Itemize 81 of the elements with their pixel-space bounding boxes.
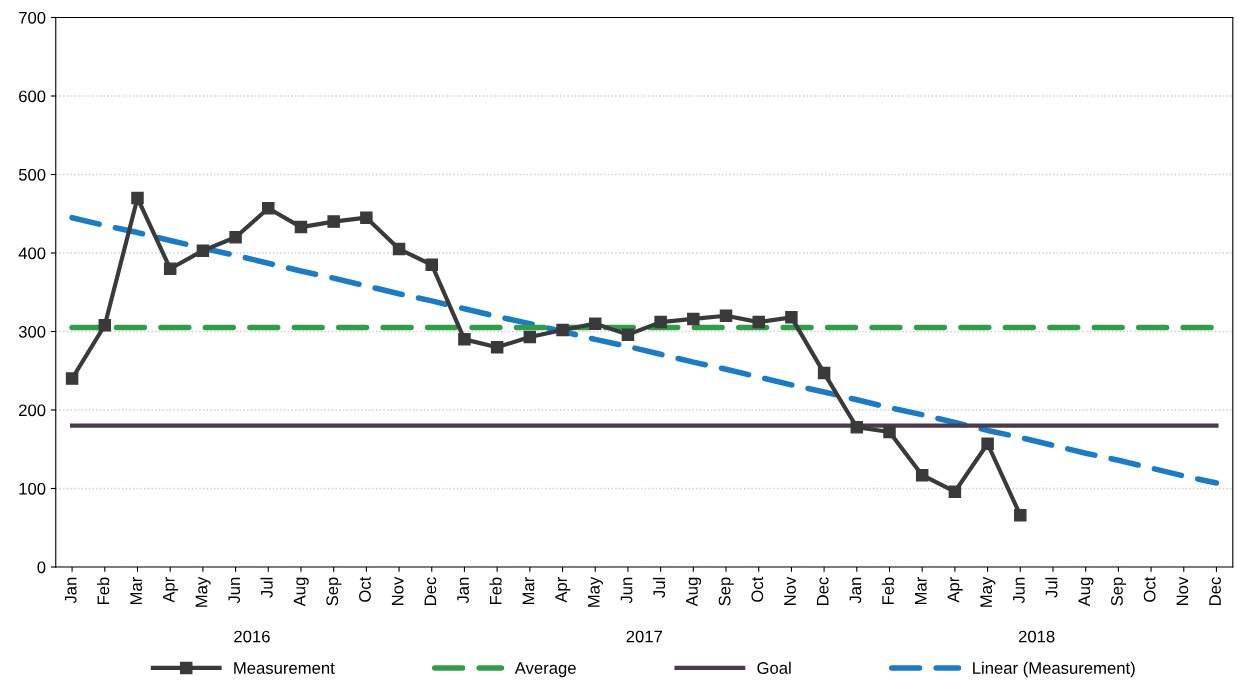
- point: [719, 309, 733, 323]
- x-tick-label: Sep: [718, 577, 734, 606]
- x-tick-label: Jan: [849, 577, 862, 604]
- x-tick-label: Dec: [816, 577, 829, 605]
- point: [523, 330, 537, 344]
- point: [131, 191, 144, 205]
- x-tick-label: Jan: [64, 577, 77, 604]
- point: [490, 340, 504, 354]
- legend-label: Average: [514, 662, 576, 678]
- legend-label: Linear (Measurement): [973, 661, 1135, 678]
- point: [327, 215, 340, 228]
- x-tick-label: Aug: [293, 577, 309, 607]
- y-tick-label: 100: [19, 482, 46, 495]
- x-tick-label: Feb: [489, 577, 502, 605]
- point: [588, 317, 602, 330]
- point: [1014, 508, 1027, 522]
- x-tick-label: Sep: [326, 577, 342, 606]
- x-tick-label: Oct: [359, 576, 371, 602]
- x-tick-label: Dec: [1209, 577, 1221, 605]
- x-tick-label: Aug: [686, 577, 702, 607]
- x-tick-label: Nov: [391, 576, 404, 605]
- y-tick-label: 0: [37, 561, 46, 574]
- x-tick-label: Apr: [555, 577, 571, 603]
- point: [752, 315, 765, 329]
- point: [687, 312, 700, 326]
- x-tick-label: Sep: [1111, 577, 1127, 606]
- x-tick-label: Oct: [1143, 576, 1156, 602]
- x-tick-label: Jul: [260, 577, 273, 598]
- point: [458, 333, 471, 346]
- y-tick-label: 400: [18, 247, 46, 260]
- x-tick-label: Mar: [522, 577, 535, 605]
- point: [425, 258, 439, 272]
- point: [98, 318, 112, 332]
- point: [785, 311, 798, 324]
- x-tick-label: Jun: [1013, 577, 1025, 604]
- x-tick-label: May: [588, 576, 603, 607]
- point: [981, 437, 994, 451]
- x-tick-label: Jan: [457, 577, 469, 604]
- point: [948, 485, 962, 498]
- y-tick-label: 500: [18, 168, 46, 181]
- y-tick-label: 700: [19, 11, 46, 24]
- x-tick-label: Mar: [130, 577, 142, 605]
- text: 2018: [1018, 630, 1055, 643]
- point: [621, 328, 635, 341]
- point: [817, 366, 831, 380]
- x-tick-label: Dec: [424, 577, 437, 605]
- x-tick-label: Nov: [1176, 576, 1189, 605]
- x-tick-label: Apr: [947, 577, 963, 603]
- x-tick-label: Nov: [784, 576, 796, 605]
- legend-label: Measurement: [234, 662, 335, 674]
- point: [65, 372, 79, 385]
- y-tick-label: 200: [19, 404, 46, 417]
- x-tick-label: May: [980, 576, 996, 607]
- point: [883, 425, 896, 439]
- point: [392, 242, 406, 256]
- x-tick-label: Jun: [228, 577, 241, 604]
- x-tick-label: Jul: [1045, 577, 1058, 598]
- y-tick-label: 300: [18, 325, 46, 338]
- point: [915, 468, 929, 482]
- x-tick-label: May: [195, 576, 211, 607]
- text: 2017: [626, 630, 662, 643]
- legend-label: Goal: [757, 661, 791, 674]
- x-tick-label: Feb: [97, 577, 110, 605]
- point: [360, 211, 373, 224]
- x-tick-label: Feb: [881, 577, 894, 605]
- point: [196, 244, 210, 257]
- point: [556, 323, 569, 337]
- x-tick-label: Oct: [751, 576, 764, 602]
- point: [262, 202, 275, 215]
- point: [654, 315, 667, 329]
- point: [850, 421, 864, 434]
- text: 2016: [234, 630, 270, 643]
- x-tick-label: Jun: [620, 577, 633, 604]
- point: [294, 220, 308, 234]
- x-tick-label: Mar: [915, 577, 927, 605]
- x-tick-label: Jul: [652, 577, 666, 598]
- x-tick-label: Apr: [163, 577, 178, 603]
- y-tick-label: 600: [19, 90, 46, 103]
- point: [163, 262, 177, 275]
- x-tick-label: Aug: [1078, 577, 1094, 607]
- point: [229, 231, 242, 244]
